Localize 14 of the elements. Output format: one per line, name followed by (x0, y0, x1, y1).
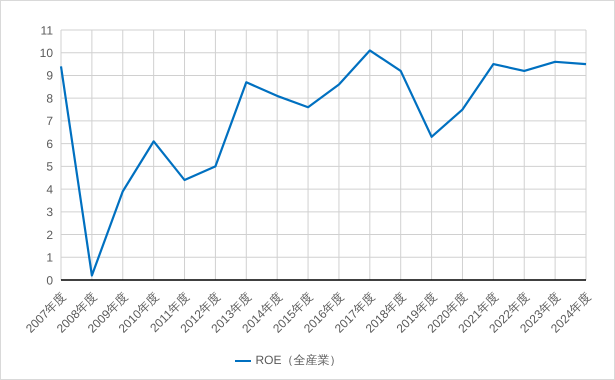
y-tick-label: 4 (46, 182, 54, 196)
y-tick-label: 7 (46, 114, 54, 128)
line-series (60, 49, 588, 277)
y-tick-label: 6 (46, 136, 54, 151)
y-tick-label: 2 (46, 228, 54, 242)
y-tick-label: 0 (46, 273, 54, 288)
y-tick-label: 10 (40, 46, 54, 60)
y-tick-label: 8 (46, 91, 54, 106)
legend-label: ROE（全産業） (255, 353, 342, 367)
y-tick-label: 3 (46, 205, 54, 220)
y-tick-label: 9 (46, 68, 54, 83)
y-tick-label: 5 (46, 160, 54, 174)
y-tick-label: 1 (46, 250, 54, 265)
y-tick-label: 11 (40, 23, 54, 38)
